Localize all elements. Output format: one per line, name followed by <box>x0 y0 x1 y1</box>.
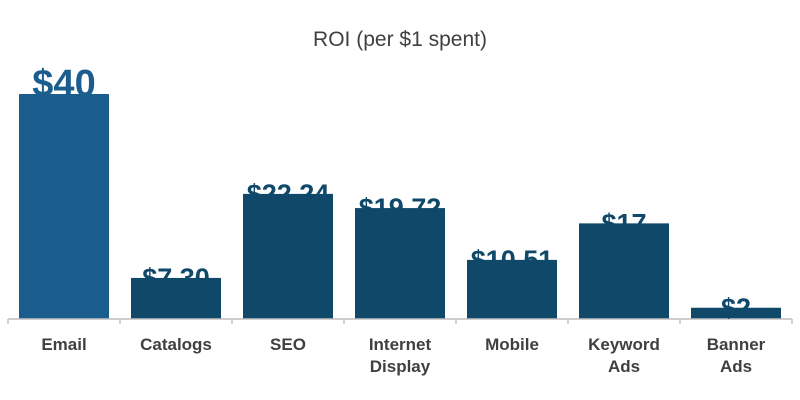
bar <box>467 259 557 319</box>
data-labels-group: $40 $7.30 $22.24 $19.72 $10.51 $17 $2 <box>32 63 751 323</box>
category-label: Ads <box>608 357 640 376</box>
category-label: Mobile <box>485 335 539 354</box>
bar <box>243 193 333 319</box>
bars-group <box>19 94 781 319</box>
bar <box>691 307 781 319</box>
data-label: $2 <box>721 293 751 323</box>
bar <box>579 223 669 319</box>
data-label: $10.51 <box>471 245 554 275</box>
category-label: Keyword <box>588 335 660 354</box>
category-label: Ads <box>720 357 752 376</box>
chart-title: ROI (per $1 spent) <box>313 28 487 51</box>
bar <box>355 208 445 319</box>
category-label: Email <box>41 335 86 354</box>
data-label: $17 <box>601 208 646 238</box>
category-label: SEO <box>270 335 306 354</box>
data-label: $22.24 <box>247 179 330 209</box>
category-label: Catalogs <box>140 335 212 354</box>
category-labels-group: Email Catalogs SEO Internet Display Mobile Key… <box>41 335 765 376</box>
bar <box>131 277 221 319</box>
data-label: $7.30 <box>142 263 210 293</box>
data-label: $19.72 <box>359 193 442 223</box>
category-label: Banner <box>707 335 766 354</box>
x-axis-ticks <box>7 319 793 324</box>
bar <box>19 94 109 319</box>
data-label: $40 <box>32 63 95 105</box>
category-label: Internet <box>369 335 432 354</box>
category-label: Display <box>370 357 431 376</box>
